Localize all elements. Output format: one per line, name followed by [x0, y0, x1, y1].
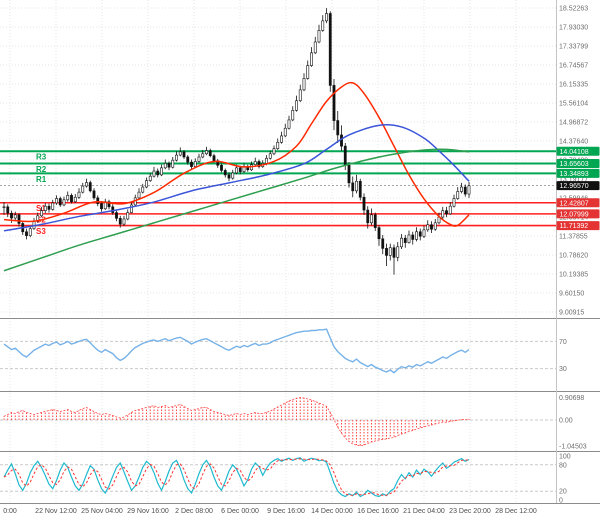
time-axis-label: 2 Dec 08:00 — [175, 508, 213, 515]
price-axis-label: 14.96872 — [559, 120, 588, 127]
current-price-badge-text: 12.96570 — [560, 183, 589, 190]
time-axis-label: 14 Dec 00:00 — [311, 508, 353, 515]
stochastic-axis-label: 20 — [559, 489, 567, 496]
price-axis-label: 16.15335 — [559, 82, 588, 89]
price-axis-label: 16.74567 — [559, 63, 588, 70]
price-badge-s1[interactable] — [556, 198, 600, 208]
price-axis-label: 14.37640 — [559, 139, 588, 146]
level-label-S3: S3 — [36, 227, 46, 236]
price-badge-r3-text: 14.04108 — [560, 149, 589, 156]
stochastic-axis-label: 80 — [559, 462, 567, 469]
stochastic-panel — [0, 457, 556, 498]
time-axis-label: 9 Dec 16:00 — [267, 508, 305, 515]
level-label-R3: R3 — [36, 153, 47, 162]
price-axis-label: 10.19385 — [559, 272, 588, 279]
price-axis-label: 15.56104 — [559, 101, 588, 108]
current-price-badge[interactable] — [556, 181, 600, 191]
price-badges: 14.04108 13.65603 13.34893 12.96570 12.42807… — [556, 146, 600, 231]
ma-mid-line — [3, 123, 470, 232]
time-axis-label: 22 Nov 12:00 — [35, 508, 77, 515]
price-badge-s2[interactable] — [556, 209, 600, 219]
price-axis-label: 10.78620 — [559, 253, 588, 260]
price-badge-s3-text: 11.71392 — [560, 223, 589, 230]
time-axis-label: 21 Dec 04:00 — [403, 508, 445, 515]
time-axis-label: 23 Dec 20:00 — [449, 508, 491, 515]
price-badge-r1-text: 13.34893 — [560, 171, 589, 178]
rsi-line — [3, 328, 470, 374]
rsi-level-label: 70 — [559, 339, 567, 346]
price-badge-r2[interactable] — [556, 159, 600, 169]
time-axis-label: 6 Dec 00:00 — [221, 508, 259, 515]
time-axis: 0:00 22 Nov 12:00 25 Nov 04:00 29 Nov 16:00… — [3, 508, 537, 515]
price-axis-label: 18.52263 — [559, 6, 588, 13]
stochastic-axis-label: 100 — [559, 454, 571, 461]
price-badge-s3[interactable] — [556, 221, 600, 231]
price-axis-label: 17.33799 — [559, 44, 588, 51]
price-badge-r2-text: 13.65603 — [560, 161, 589, 168]
candlesticks — [2, 8, 471, 275]
oscillator-axis-label: 0.90698 — [559, 395, 584, 402]
price-axis-label: 9.60150 — [559, 291, 584, 298]
price-axis-label: 9.00915 — [559, 310, 584, 317]
rsi-panel — [0, 328, 556, 374]
level-label-R1: R1 — [36, 175, 47, 184]
price-axis-label: 17.93030 — [559, 25, 588, 32]
time-axis-label: 0:00 — [3, 508, 17, 515]
rsi-level-label: 30 — [559, 366, 567, 373]
stochastic-axis-label: 0 — [559, 498, 563, 505]
oscillator-line — [3, 397, 470, 447]
time-axis-label: 28 Dec 12:00 — [495, 508, 537, 515]
price-axis-label: 11.37855 — [559, 234, 588, 241]
time-axis-label: 25 Nov 04:00 — [81, 508, 123, 515]
price-axis-label: 13.19177 — [559, 177, 588, 184]
price-badge-r1[interactable] — [556, 168, 600, 178]
level-label-R2: R2 — [36, 165, 47, 174]
price-badge-s2-text: 12.07999 — [560, 211, 589, 218]
oscillator-axis-label: 0.00 — [559, 418, 573, 425]
ma-slow-line — [3, 148, 470, 272]
oscillator-axis-label: -1.04503 — [559, 444, 587, 451]
stochastic-d-line — [3, 458, 470, 496]
price-axis: 18.52263 17.93030 17.33799 16.74567 16.15335… — [559, 6, 588, 505]
price-badge-s1-text: 12.42807 — [560, 200, 589, 207]
time-axis-label: 29 Nov 16:00 — [127, 508, 169, 515]
price-badge-r3[interactable] — [556, 146, 600, 156]
oscillator-panel — [0, 397, 556, 447]
time-axis-label: 16 Dec 16:00 — [357, 508, 399, 515]
ma-fast-line — [3, 81, 470, 227]
